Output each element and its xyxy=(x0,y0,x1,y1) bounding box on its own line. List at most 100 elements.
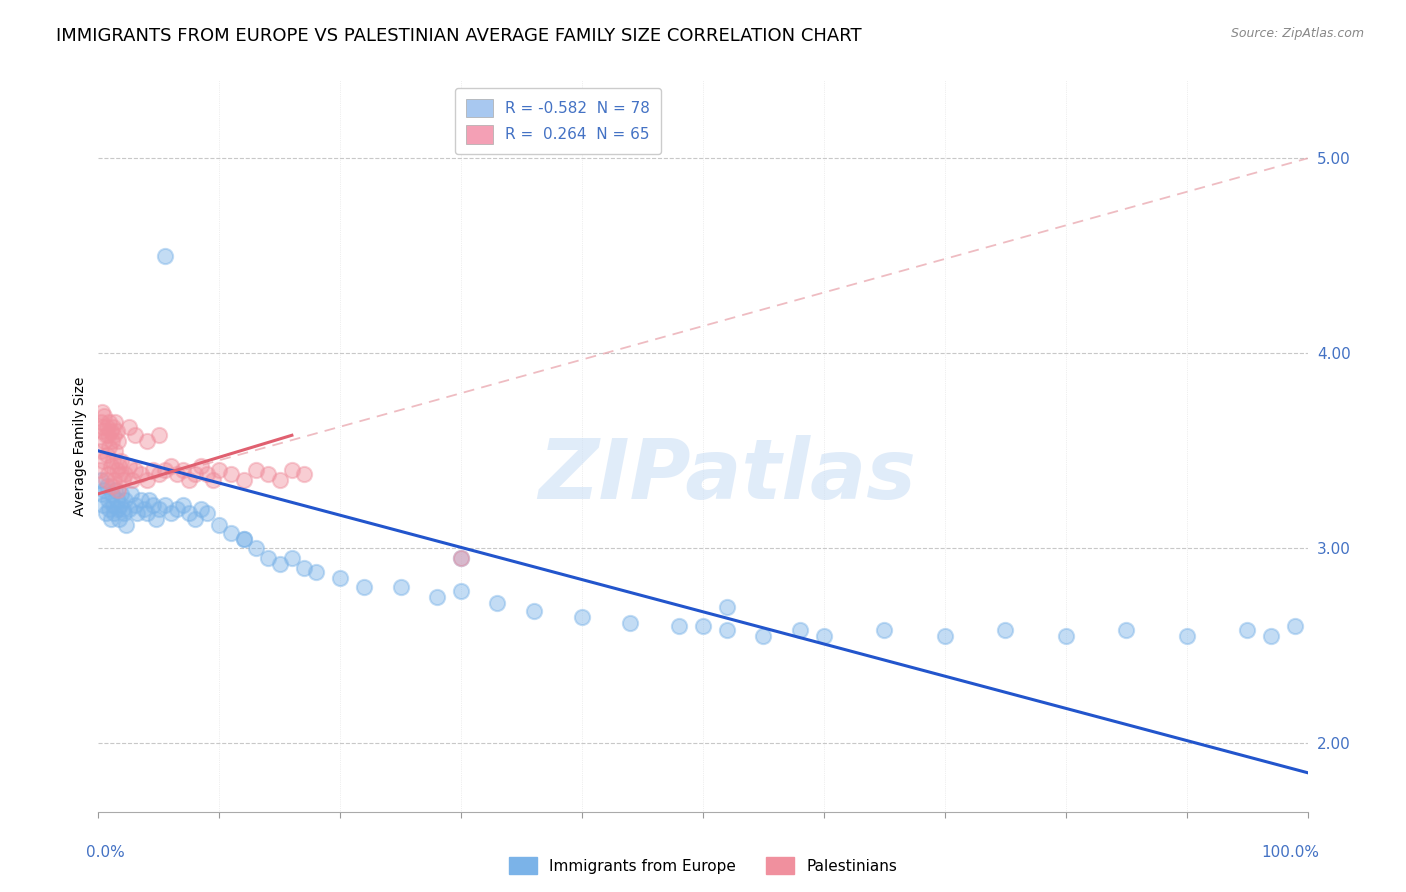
Point xyxy=(118,502,141,516)
Text: 100.0%: 100.0% xyxy=(1261,845,1320,860)
Point xyxy=(124,499,146,513)
Point xyxy=(994,624,1017,638)
Point xyxy=(873,624,896,638)
Point xyxy=(103,428,125,442)
Point xyxy=(114,492,136,507)
Point xyxy=(121,473,143,487)
Point xyxy=(94,506,117,520)
Point xyxy=(96,479,118,493)
Point xyxy=(91,487,114,501)
Point xyxy=(105,492,128,507)
Point xyxy=(668,619,690,633)
Point xyxy=(172,499,194,513)
Point xyxy=(292,561,315,575)
Point xyxy=(101,453,124,467)
Point xyxy=(305,565,328,579)
Point xyxy=(110,453,132,467)
Point xyxy=(329,571,352,585)
Point xyxy=(153,499,176,513)
Point xyxy=(129,467,152,482)
Point xyxy=(153,463,176,477)
Point xyxy=(104,415,127,429)
Point xyxy=(179,506,201,520)
Point xyxy=(195,467,218,482)
Point xyxy=(97,492,120,507)
Point xyxy=(90,473,112,487)
Point xyxy=(208,463,231,477)
Y-axis label: Average Family Size: Average Family Size xyxy=(73,376,87,516)
Point xyxy=(190,502,212,516)
Point xyxy=(134,502,156,516)
Point xyxy=(256,551,278,566)
Point xyxy=(269,473,291,487)
Point xyxy=(752,629,775,643)
Point xyxy=(108,512,131,526)
Point xyxy=(148,428,170,442)
Point xyxy=(100,479,122,493)
Point xyxy=(111,473,134,487)
Point xyxy=(148,502,170,516)
Point xyxy=(112,506,135,520)
Point xyxy=(232,532,254,546)
Legend: R = -0.582  N = 78, R =  0.264  N = 65: R = -0.582 N = 78, R = 0.264 N = 65 xyxy=(456,88,661,154)
Point xyxy=(104,483,127,497)
Point xyxy=(94,473,117,487)
Point xyxy=(100,512,122,526)
Point xyxy=(94,428,117,442)
Point xyxy=(245,463,267,477)
Point xyxy=(91,405,114,419)
Point xyxy=(135,434,157,449)
Point xyxy=(389,581,412,595)
Point xyxy=(934,629,956,643)
Point xyxy=(107,502,129,516)
Point xyxy=(1260,629,1282,643)
Point xyxy=(190,459,212,474)
Point xyxy=(148,467,170,482)
Point xyxy=(103,473,125,487)
Point xyxy=(108,459,131,474)
Text: ZIPatlas: ZIPatlas xyxy=(538,434,917,516)
Point xyxy=(172,463,194,477)
Point xyxy=(107,434,129,449)
Point xyxy=(232,473,254,487)
Point xyxy=(100,425,122,439)
Point xyxy=(93,483,115,497)
Point xyxy=(281,463,304,477)
Point xyxy=(523,604,546,618)
Point xyxy=(1236,624,1258,638)
Point xyxy=(101,499,124,513)
Point xyxy=(153,249,176,263)
Point xyxy=(98,440,121,454)
Point xyxy=(1175,629,1198,643)
Point xyxy=(716,624,738,638)
Text: Source: ZipAtlas.com: Source: ZipAtlas.com xyxy=(1230,27,1364,40)
Point xyxy=(114,467,136,482)
Point xyxy=(96,420,118,434)
Point xyxy=(813,629,835,643)
Point xyxy=(89,463,111,477)
Legend: Immigrants from Europe, Palestinians: Immigrants from Europe, Palestinians xyxy=(503,851,903,880)
Point xyxy=(486,596,509,610)
Point xyxy=(208,518,231,533)
Point xyxy=(91,425,114,439)
Point xyxy=(160,459,183,474)
Point xyxy=(1054,629,1077,643)
Point xyxy=(98,415,121,429)
Point xyxy=(450,551,472,566)
Point xyxy=(90,415,112,429)
Point xyxy=(104,443,127,458)
Point xyxy=(110,487,132,501)
Point xyxy=(450,584,472,599)
Point xyxy=(98,502,121,516)
Point xyxy=(118,420,141,434)
Point xyxy=(184,467,207,482)
Point xyxy=(100,459,122,474)
Point xyxy=(97,428,120,442)
Point xyxy=(97,467,120,482)
Point xyxy=(90,443,112,458)
Point xyxy=(120,487,142,501)
Point xyxy=(127,506,149,520)
Point xyxy=(135,506,157,520)
Point xyxy=(166,502,188,516)
Point xyxy=(101,420,124,434)
